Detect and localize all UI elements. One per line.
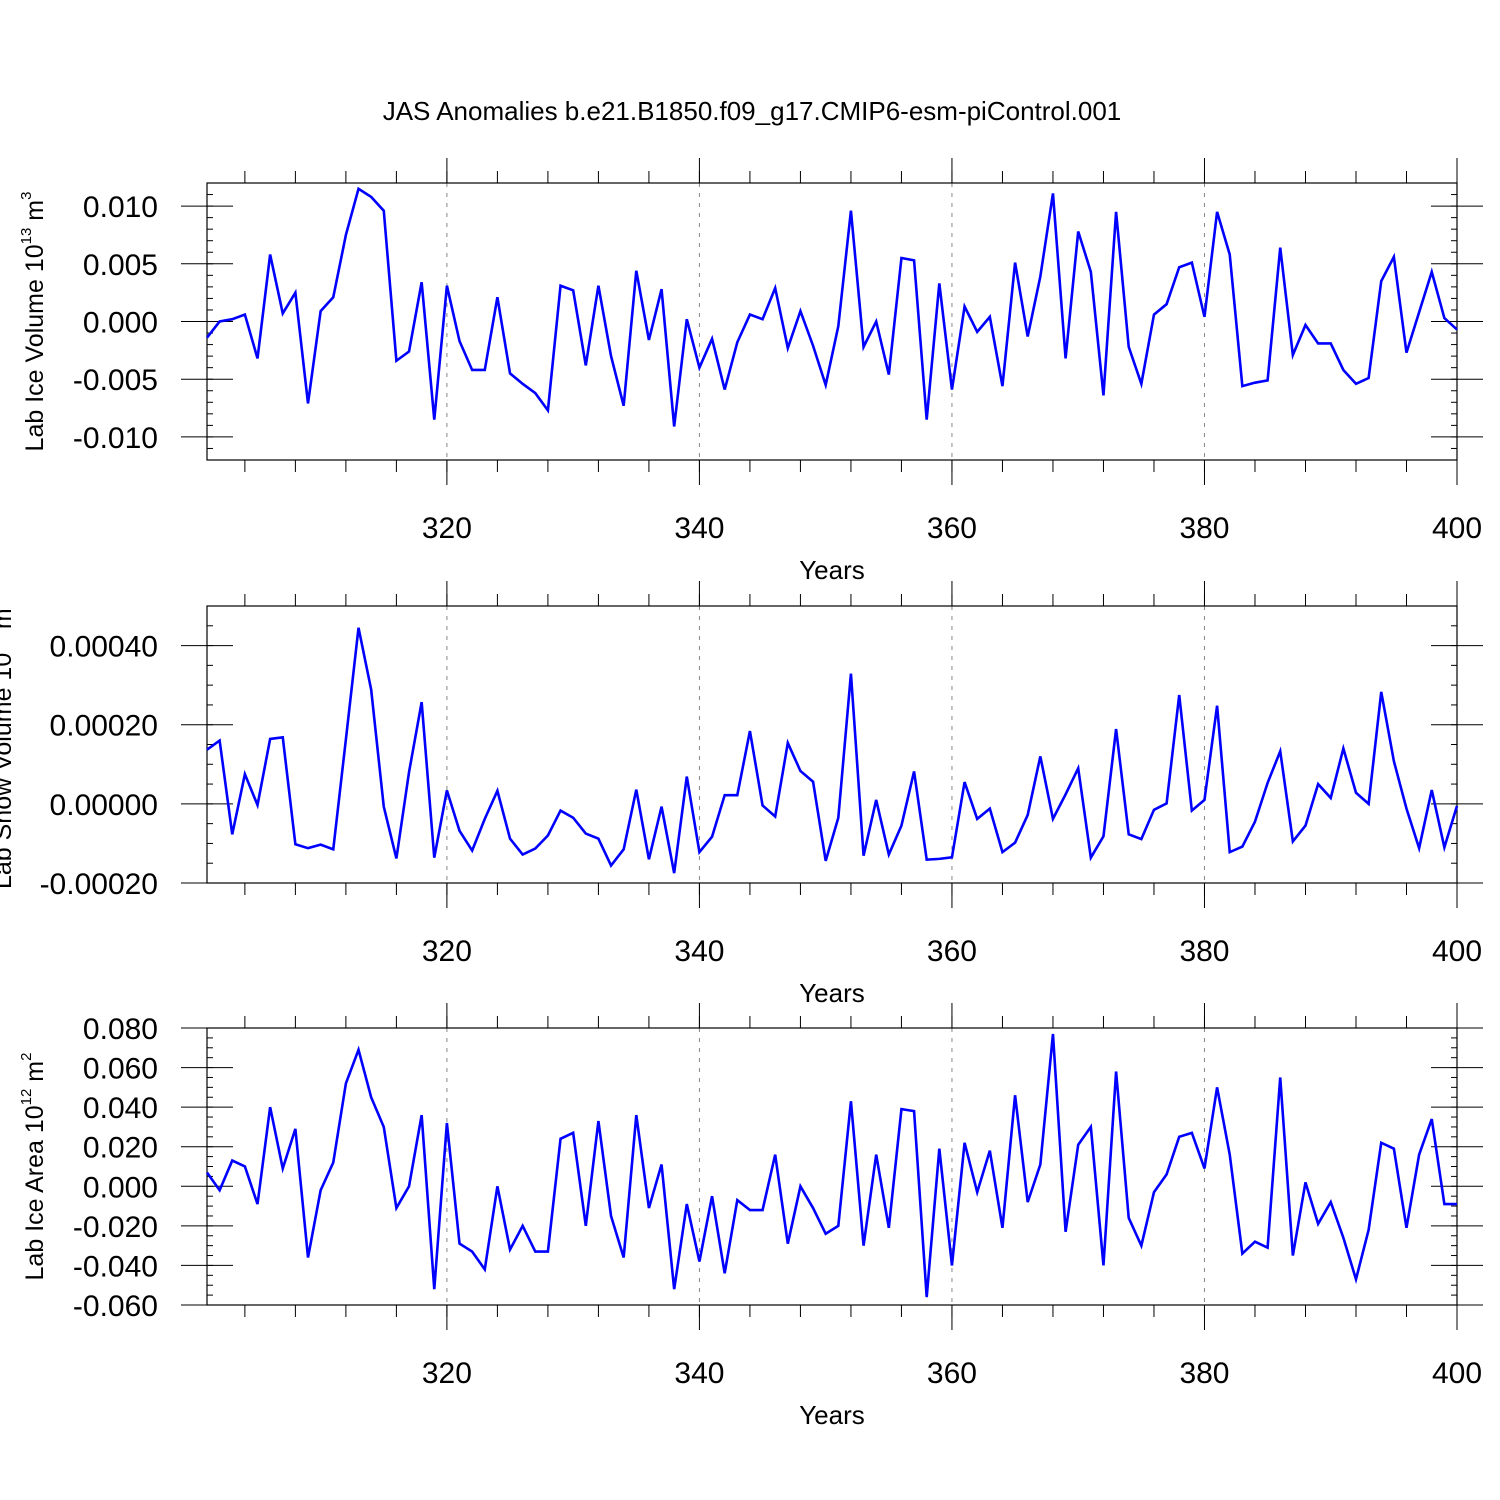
y-axis-label-unit-exponent: 2 [18,1053,35,1061]
y-tick-label: 0.00000 [50,789,158,822]
x-axis-label: Years [799,1400,865,1430]
x-tick-label: 380 [1179,512,1229,545]
y-tick-label: -0.00020 [40,868,158,901]
x-tick-label: 360 [927,1357,977,1390]
x-tick-label: 380 [1179,935,1229,968]
y-tick-label: -0.020 [73,1211,158,1244]
y-axis-label-unit: m [0,608,17,636]
y-axis-label-unit-exponent: 3 [18,192,35,200]
y-tick-label: 0.005 [83,249,158,282]
x-tick-label: 320 [422,935,472,968]
x-axis-label: Years [799,978,865,1008]
y-tick-label: 0.000 [83,1171,158,1204]
y-tick-label: 0.040 [83,1092,158,1125]
y-tick-label: -0.060 [73,1290,158,1323]
y-axis-label: Lab Ice Area 1012 m2 [18,1053,49,1281]
y-axis-label-exponent: 13 [0,636,3,653]
panel-2: -0.00020 0.00000 0.00020 0.00040 320 340 360 38… [0,581,1483,1008]
y-axis-label-unit-exponent: 3 [0,600,3,608]
x-axis-label: Years [799,555,865,585]
y-axis-label-unit: m [21,200,49,228]
y-axis-label-exponent: 13 [18,228,35,245]
x-tick-label: 400 [1432,1357,1482,1390]
y-axis-label: Lab Ice Volume 1013 m3 [18,192,49,452]
y-tick-label: 0.020 [83,1132,158,1165]
plot-frame [206,182,1458,461]
x-tick-label: 340 [674,512,724,545]
y-tick-label: 0.060 [83,1053,158,1086]
series-line [205,1033,1457,1298]
y-tick-label: 0.010 [83,191,158,224]
y-axis-label-unit: m [21,1061,49,1089]
panel-3: -0.060 -0.040 -0.020 0.000 0.020 0.040 0.060 0.… [18,1003,1483,1430]
y-axis-label: Lab Snow Volume 1013 m3 [0,600,17,889]
plot-frame [206,1027,1458,1306]
y-axis-label-text: Lab Ice Volume 10 [21,244,49,451]
x-tick-label: 360 [927,512,977,545]
x-tick-label: 360 [927,935,977,968]
series-line [206,627,1459,874]
x-tick-label: 340 [674,1357,724,1390]
y-axis-label-exponent: 12 [18,1089,35,1106]
y-tick-label: -0.040 [73,1250,158,1283]
y-tick-label: 0.00040 [50,631,158,664]
x-tick-label: 320 [422,512,472,545]
y-tick-label: -0.010 [73,422,158,455]
y-axis-label-text: Lab Snow Volume 10 [0,653,17,889]
x-tick-label: 400 [1432,935,1482,968]
y-axis-label-text: Lab Ice Area 10 [21,1105,49,1280]
y-tick-label: 0.00020 [50,710,158,743]
x-tick-label: 320 [422,1357,472,1390]
x-tick-label: 400 [1432,512,1482,545]
x-tick-label: 340 [674,935,724,968]
y-tick-label: -0.005 [73,364,158,397]
series-line [205,186,1458,427]
panel-1: -0.010 -0.005 0.000 0.005 0.010 320 340 360 380 4… [18,158,1483,585]
y-tick-label: 0.000 [83,307,158,340]
x-tick-label: 380 [1179,1357,1229,1390]
y-tick-label: 0.080 [83,1013,158,1046]
chart-title: JAS Anomalies b.e21.B1850.f09_g17.CMIP6-… [383,96,1122,126]
